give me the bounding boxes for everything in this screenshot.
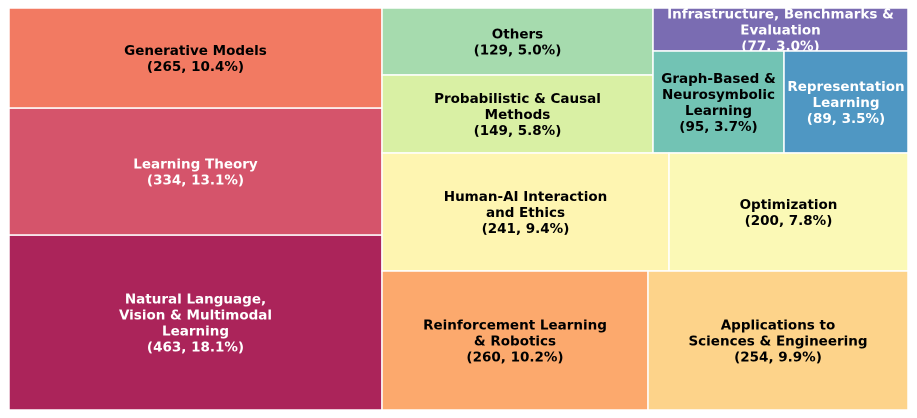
- treemap-label-generative: Generative Models (265, 10.4%): [124, 43, 267, 75]
- treemap-label-nlp: Natural Language, Vision & Multimodal Lear…: [119, 292, 272, 356]
- treemap-label-rl: Reinforcement Learning & Robotics (260, 10…: [423, 318, 607, 366]
- treemap-tile-optimization: [668, 152, 909, 272]
- treemap-label-hai: Human-AI Interaction and Ethics (241, 9.4%…: [444, 189, 607, 237]
- treemap-label-theory: Learning Theory (334, 13.1%): [133, 157, 258, 189]
- treemap-label-probabilistic: Probabilistic & Causal Methods (149, 5.8%): [434, 91, 601, 139]
- treemap-tile-applications: [647, 270, 909, 411]
- treemap-label-representation: Representation Learning (89, 3.5%): [787, 79, 904, 127]
- treemap-tile-generative: [8, 7, 383, 109]
- treemap-label-others: Others (129, 5.0%): [474, 27, 562, 59]
- treemap-tile-representation: [783, 50, 909, 154]
- treemap-label-applications: Applications to Sciences & Engineering (25…: [688, 318, 867, 366]
- treemap-tile-graph: [652, 50, 785, 154]
- treemap-tile-others: [381, 7, 654, 76]
- treemap-label-optimization: Optimization (200, 7.8%): [740, 197, 838, 229]
- treemap-label-infra: Infrastructure, Benchmarks & Evaluation (7…: [667, 7, 894, 55]
- treemap-label-graph: Graph-Based & Neurosymbolic Learning (95, 3…: [661, 71, 776, 135]
- treemap-tile-probabilistic: [381, 74, 654, 154]
- treemap-tile-hai: [381, 152, 670, 272]
- treemap-tile-nlp: [8, 234, 383, 411]
- treemap-tile-infra: [652, 7, 909, 52]
- treemap-tile-rl: [381, 270, 649, 411]
- treemap-tile-theory: [8, 107, 383, 236]
